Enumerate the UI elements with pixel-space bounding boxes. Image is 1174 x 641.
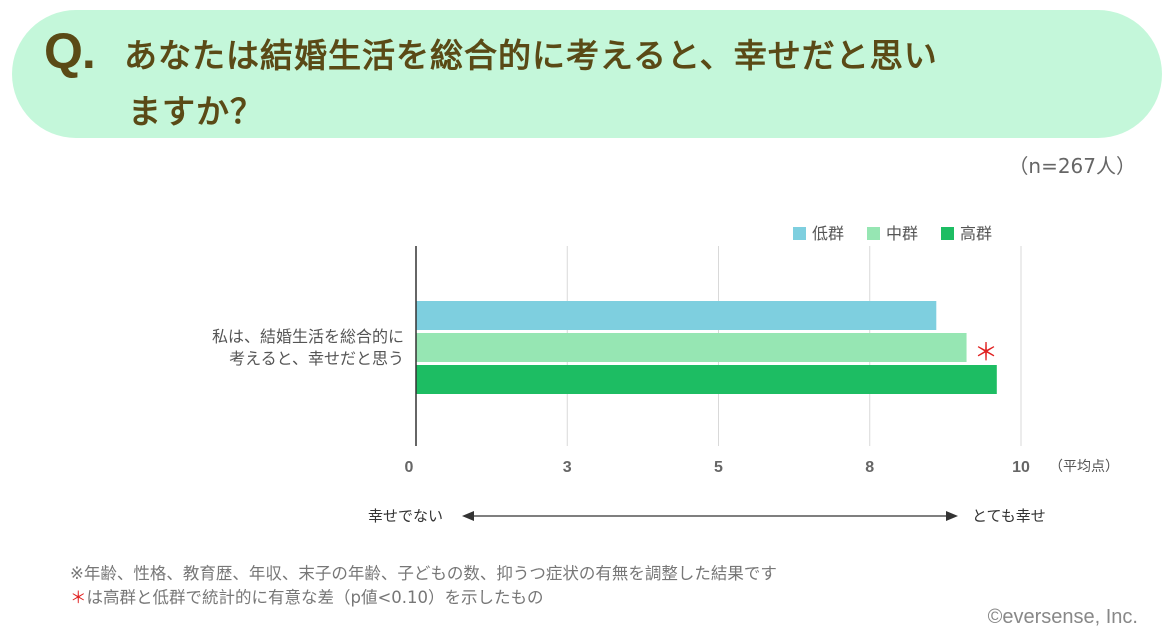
bar-low <box>416 301 937 330</box>
significance-mark: ＊ <box>974 338 998 366</box>
question-line-1: あなたは結婚生活を総合的に考えると、幸せだと思い <box>124 36 938 75</box>
sample-size: （n=267人） <box>1008 154 1136 178</box>
x-axis-ticks: 0 3 5 8 10 <box>405 459 1030 476</box>
scale-low-label: 幸せでない <box>368 507 443 525</box>
category-label: 私は、結婚生活を総合的に 考えると、幸せだと思う <box>212 327 404 368</box>
legend-swatch-high <box>941 227 954 240</box>
footnote-significance-text: は高群と低群で統計的に有意な差（p値<0.10）を示したもの <box>86 588 544 607</box>
legend-swatch-mid <box>867 227 880 240</box>
scale-arrow-right-head <box>946 511 958 521</box>
question-line-2: ますか？ <box>128 92 264 131</box>
question-mark: Q. <box>44 23 96 79</box>
category-label-line-2: 考えると、幸せだと思う <box>229 349 404 368</box>
legend-item-high: 高群 <box>941 220 992 244</box>
x-axis-unit: （平均点） <box>1049 459 1119 475</box>
x-tick-label: 3 <box>563 459 572 476</box>
footnote-significance-mark: ＊ <box>70 588 87 607</box>
x-tick-label: 5 <box>714 459 723 476</box>
question-text: あなたは結婚生活を総合的に考えると、幸せだと思い ますか？ <box>124 28 1134 140</box>
question-banner <box>12 10 1162 138</box>
bar-high <box>416 365 997 394</box>
x-tick-label: 10 <box>1012 459 1030 476</box>
x-tick-label: 0 <box>405 459 414 476</box>
scale-arrow: 幸せでない とても幸せ <box>368 507 1046 525</box>
scale-high-label: とても幸せ <box>972 507 1046 525</box>
legend-swatch-low <box>793 227 806 240</box>
legend-label-mid: 中群 <box>886 224 919 243</box>
legend-label-low: 低群 <box>812 224 845 243</box>
legend-label-high: 高群 <box>960 224 993 243</box>
bar-mid <box>416 333 967 362</box>
category-label-line-1: 私は、結婚生活を総合的に <box>212 327 404 346</box>
copyright: ©eversense, Inc. <box>987 606 1138 628</box>
legend-item-mid: 中群 <box>867 220 918 244</box>
scale-arrow-left-head <box>462 511 474 521</box>
x-tick-label: 8 <box>865 459 874 476</box>
legend-item-low: 低群 <box>793 220 844 244</box>
bars <box>416 301 997 394</box>
footnote-adjustment: ※年齢、性格、教育歴、年収、末子の年齢、子どもの数、抑うつ症状の有無を調整した結… <box>70 564 777 583</box>
footnote-significance: ＊は高群と低群で統計的に有意な差（p値<0.10）を示したもの <box>70 584 544 608</box>
